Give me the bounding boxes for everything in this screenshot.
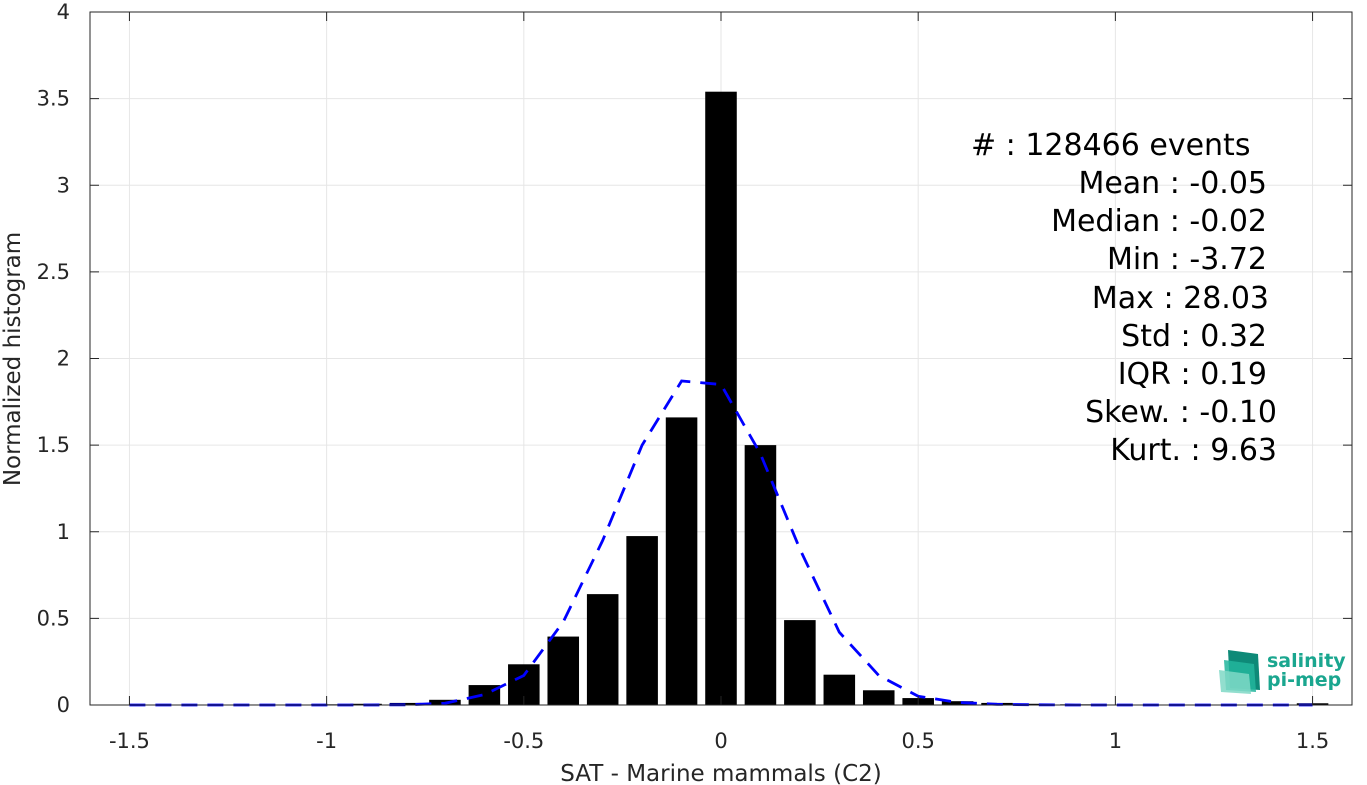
- y-tick-label: 3.5: [37, 87, 70, 111]
- histogram-bar: [626, 536, 658, 705]
- y-tick-label: 3: [57, 173, 70, 197]
- histogram-bar: [665, 417, 698, 705]
- y-tick-label: 2: [57, 347, 70, 371]
- x-tick-label: 0.5: [901, 729, 934, 753]
- y-tick-label: 4: [57, 0, 70, 24]
- x-tick-label: -1: [316, 729, 337, 753]
- histogram-bar: [1020, 703, 1053, 705]
- salinity-pi-mep-logo: salinity pi-mep: [1219, 650, 1346, 694]
- x-tick-label: 1: [1109, 729, 1122, 753]
- histogram-bar: [389, 702, 422, 705]
- stat-iqr: IQR : 0.19: [1118, 357, 1267, 392]
- stat-min: Min : -3.72: [1107, 242, 1267, 277]
- x-tick-label: 0: [714, 729, 727, 753]
- histogram-bar: [862, 690, 895, 705]
- stat-median: Median : -0.02: [1051, 204, 1267, 239]
- stat-max: Max : 28.03: [1092, 281, 1269, 316]
- y-tick-label: 2.5: [37, 260, 70, 284]
- x-tick-label: -0.5: [503, 729, 544, 753]
- stat-events: # : 128466 events: [971, 128, 1250, 163]
- logo-text-salinity: salinity: [1267, 650, 1346, 672]
- y-tick-label: 0: [57, 693, 70, 717]
- histogram-bar: [705, 91, 737, 705]
- histogram-bar: [941, 701, 974, 705]
- histogram-bar: [547, 636, 580, 705]
- x-tick-label: -1.5: [109, 729, 150, 753]
- y-tick-label: 1.5: [37, 433, 70, 457]
- logo-text-pi-mep: pi-mep: [1267, 669, 1341, 691]
- histogram-bar: [744, 445, 777, 705]
- axis-ticks: [90, 11, 1352, 706]
- x-axis-label: SAT - Marine mammals (C2): [560, 761, 882, 785]
- histogram-bar: [823, 674, 856, 705]
- stat-skew: Skew. : -0.10: [1085, 395, 1277, 430]
- histogram-bar: [586, 594, 619, 705]
- stats-box: # : 128466 events Mean : -0.05 Median : …: [971, 128, 1277, 468]
- y-axis-label: Normalized histogram: [0, 232, 26, 486]
- x-tick-label: 1.5: [1296, 729, 1329, 753]
- y-tick-label: 1: [57, 520, 70, 544]
- stat-mean: Mean : -0.05: [1078, 166, 1267, 201]
- stat-std: Std : 0.32: [1121, 319, 1267, 354]
- wave-logo-icon: [1219, 650, 1260, 694]
- tick-labels: -1.5 -1 -0.5 0 0.5 1 1.5 0 0.5 1 1.5 2 2.5 3 3.5 4: [37, 0, 1330, 753]
- histogram-bar: [784, 620, 816, 705]
- y-tick-label: 0.5: [37, 606, 70, 630]
- stat-kurt: Kurt. : 9.63: [1110, 433, 1277, 468]
